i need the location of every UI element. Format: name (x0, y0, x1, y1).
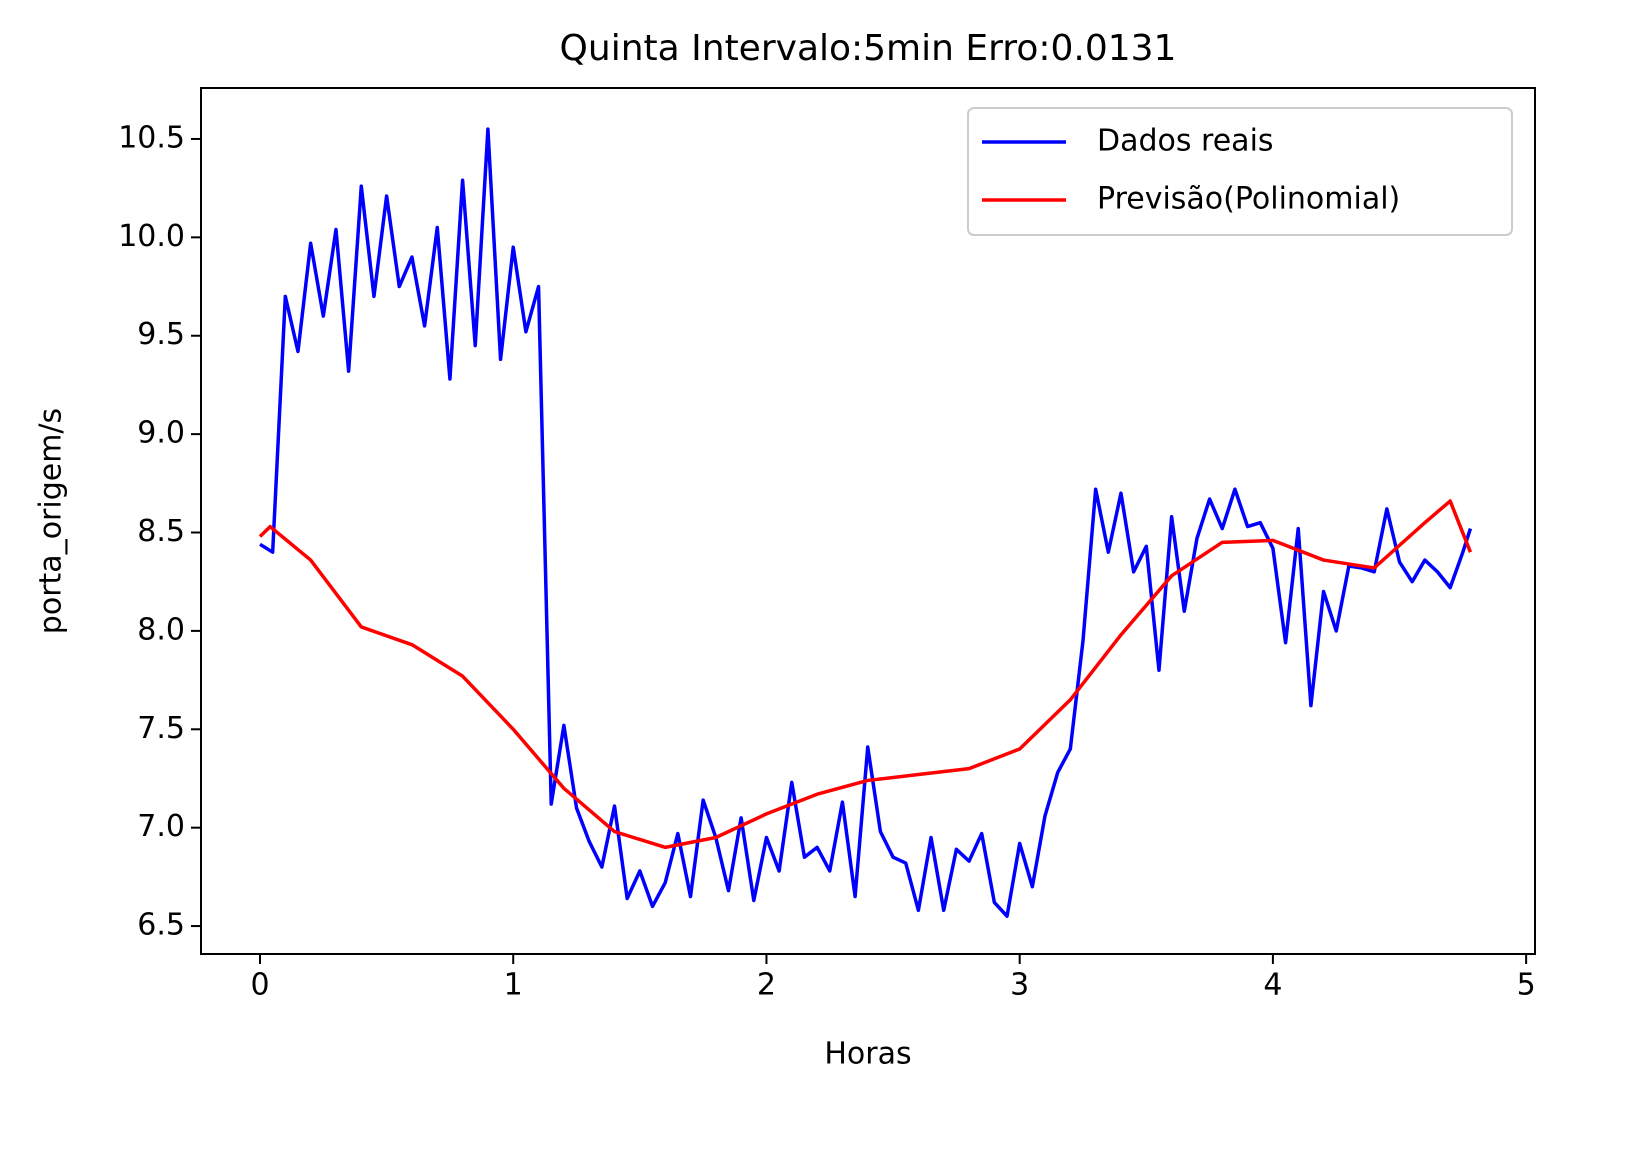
y-tick-label: 10.0 (118, 219, 185, 254)
x-tick-label: 2 (757, 968, 776, 1003)
x-tick-label: 4 (1263, 968, 1282, 1003)
y-tick-label: 10.5 (118, 120, 185, 155)
y-tick-label: 9.5 (137, 317, 185, 352)
x-tick-label: 3 (1010, 968, 1029, 1003)
legend-box (967, 107, 1513, 236)
x-tick-label: 1 (504, 968, 523, 1003)
legend-label: Previsão(Polinomial) (1097, 182, 1400, 217)
y-tick-label: 8.0 (137, 612, 185, 647)
y-tick-label: 6.5 (137, 908, 185, 943)
y-tick-label: 7.0 (137, 809, 185, 844)
y-axis-label: porta_origem/s (34, 408, 69, 634)
x-tick-label: 0 (250, 968, 269, 1003)
y-tick-label: 8.5 (137, 514, 185, 549)
data-line (258, 499, 1473, 850)
y-tick-label: 7.5 (137, 711, 185, 746)
x-tick-label: 5 (1517, 968, 1536, 1003)
data-line (259, 127, 1473, 918)
plot-frame (200, 87, 1536, 955)
legend-label: Dados reais (1097, 124, 1274, 159)
x-axis-label: Horas (824, 1037, 911, 1072)
chart-title: Quinta Intervalo:5min Erro:0.0131 (560, 28, 1177, 69)
y-tick-label: 9.0 (137, 416, 185, 451)
